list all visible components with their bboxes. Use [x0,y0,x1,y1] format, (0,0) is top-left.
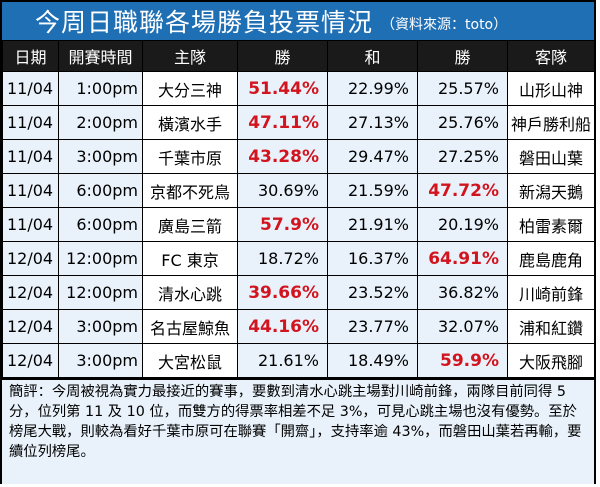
cell-draw: 29.47% [327,139,418,174]
cell-away-team: 鹿島鹿角 [507,241,595,276]
cell-time: 3:00pm [58,343,143,378]
cell-away-win: 25.57% [417,71,508,106]
cell-home-win: 57.9% [237,207,328,242]
highlight-value: 57.9% [260,214,319,235]
cell-away-team: 浦和紅鑽 [507,309,595,344]
cell-date: 12/04 [2,241,59,276]
cell-date: 11/04 [2,207,59,242]
cell-date: 12/04 [2,309,59,344]
highlight-value: 47.72% [428,180,499,201]
cell-away-win: 27.25% [417,139,508,174]
cell-away-team: 神戶勝利船 [507,105,595,140]
cell-date: 11/04 [2,173,59,208]
cell-away-win: 64.91% [417,241,508,276]
cell-away-win: 36.82% [417,275,508,310]
source-note: （資料來源：toto） [381,17,508,33]
cell-home-team: 千葉市原 [142,139,238,174]
table-row: 12/04 3:00pm 名古屋鯨魚 44.16% 23.77% 32.07% … [2,309,595,344]
cell-away-team: 山形山神 [507,71,595,106]
header-away-win: 勝 [417,40,508,72]
cell-time: 6:00pm [58,173,143,208]
cell-time: 2:00pm [58,105,143,140]
cell-away-win: 59.9% [417,343,508,378]
commentary-box: 簡評：今周被視為實力最接近的賽事，要數到清水心跳主場對川崎前鋒，兩隊目前同得 5… [2,378,594,484]
table-row: 11/04 6:00pm 京都不死鳥 30.69% 21.59% 47.72% … [2,173,595,208]
cell-home-win: 43.28% [237,139,328,174]
cell-away-team: 大阪飛腳 [507,343,595,378]
cell-date: 12/04 [2,275,59,310]
cell-draw: 23.52% [327,275,418,310]
table-row: 12/04 12:00pm FC 東京 18.72% 16.37% 64.91%… [2,241,595,276]
commentary-text: 簡評：今周被視為實力最接近的賽事，要數到清水心跳主場對川崎前鋒，兩隊目前同得 5… [9,384,582,460]
header-away-team: 客隊 [507,40,595,72]
cell-draw: 21.59% [327,173,418,208]
table-row: 11/04 2:00pm 橫濱水手 47.11% 27.13% 25.76% 神… [2,105,595,140]
cell-draw: 23.77% [327,309,418,344]
table-row: 11/04 3:00pm 千葉市原 43.28% 29.47% 27.25% 磐… [2,139,595,174]
page-title: 今周日職聯各場勝負投票情況 [35,8,374,37]
cell-home-win: 51.44% [237,71,328,106]
header-home-win: 勝 [237,40,328,72]
cell-time: 12:00pm [58,275,143,310]
highlight-value: 51.44% [248,78,319,99]
cell-date: 11/04 [2,71,59,106]
cell-home-team: 廣島三箭 [142,207,238,242]
cell-home-team: 大宮松鼠 [142,343,238,378]
header-date: 日期 [2,40,59,72]
cell-time: 3:00pm [58,139,143,174]
highlight-value: 39.66% [248,282,319,303]
cell-away-win: 25.76% [417,105,508,140]
cell-away-win: 47.72% [417,173,508,208]
cell-home-win: 47.11% [237,105,328,140]
poll-table: 日期 開賽時間 主隊 勝 和 勝 客隊 11/04 1:00pm 大分三神 51… [2,40,595,378]
cell-draw: 27.13% [327,105,418,140]
cell-home-win: 39.66% [237,275,328,310]
cell-time: 12:00pm [58,241,143,276]
cell-draw: 18.49% [327,343,418,378]
cell-home-win: 30.69% [237,173,328,208]
highlight-value: 47.11% [248,112,319,133]
cell-time: 6:00pm [58,207,143,242]
table-row: 11/04 1:00pm 大分三神 51.44% 22.99% 25.57% 山… [2,71,595,106]
cell-away-team: 柏雷素爾 [507,207,595,242]
cell-date: 12/04 [2,343,59,378]
cell-away-team: 川崎前鋒 [507,275,595,310]
title-bar: 今周日職聯各場勝負投票情況 （資料來源：toto） [2,2,594,40]
cell-draw: 16.37% [327,241,418,276]
table-header-row: 日期 開賽時間 主隊 勝 和 勝 客隊 [2,40,595,72]
cell-home-team: 橫濱水手 [142,105,238,140]
highlight-value: 44.16% [248,316,319,337]
cell-date: 11/04 [2,139,59,174]
cell-time: 3:00pm [58,309,143,344]
highlight-value: 59.9% [440,350,499,371]
cell-home-team: FC 東京 [142,241,238,276]
cell-home-team: 清水心跳 [142,275,238,310]
cell-home-team: 名古屋鯨魚 [142,309,238,344]
cell-away-team: 新潟天鵝 [507,173,595,208]
cell-away-win: 20.19% [417,207,508,242]
header-kickoff-time: 開賽時間 [58,40,143,72]
cell-away-team: 磐田山葉 [507,139,595,174]
header-home-team: 主隊 [142,40,238,72]
cell-home-team: 大分三神 [142,71,238,106]
highlight-value: 43.28% [248,146,319,167]
cell-draw: 22.99% [327,71,418,106]
highlight-value: 64.91% [428,248,499,269]
cell-draw: 21.91% [327,207,418,242]
table-row: 11/04 6:00pm 廣島三箭 57.9% 21.91% 20.19% 柏雷… [2,207,595,242]
cell-time: 1:00pm [58,71,143,106]
cell-home-team: 京都不死鳥 [142,173,238,208]
cell-home-win: 18.72% [237,241,328,276]
cell-home-win: 21.61% [237,343,328,378]
header-draw: 和 [327,40,418,72]
table-row: 12/04 3:00pm 大宮松鼠 21.61% 18.49% 59.9% 大阪… [2,343,595,378]
table-row: 12/04 12:00pm 清水心跳 39.66% 23.52% 36.82% … [2,275,595,310]
cell-date: 11/04 [2,105,59,140]
cell-home-win: 44.16% [237,309,328,344]
cell-away-win: 32.07% [417,309,508,344]
